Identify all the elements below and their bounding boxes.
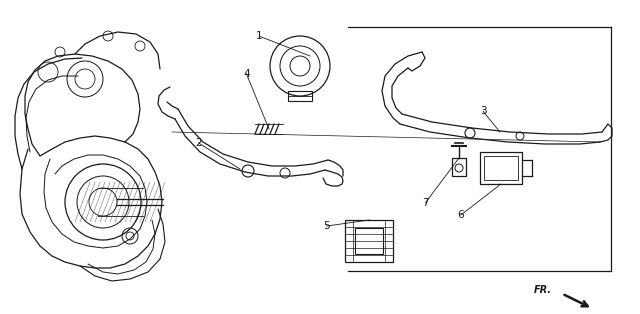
Text: 7: 7 <box>422 198 429 208</box>
Text: 6: 6 <box>458 210 464 220</box>
Text: 5: 5 <box>323 221 330 231</box>
Bar <box>484 156 518 180</box>
Bar <box>355 228 383 254</box>
Text: 1: 1 <box>256 31 262 41</box>
Text: 4: 4 <box>243 69 250 79</box>
Bar <box>480 152 522 184</box>
Text: 2: 2 <box>195 138 202 148</box>
Text: FR.: FR. <box>534 284 552 295</box>
Bar <box>452 158 466 176</box>
Bar <box>288 91 312 101</box>
Text: 3: 3 <box>480 106 486 116</box>
Bar <box>345 220 393 262</box>
